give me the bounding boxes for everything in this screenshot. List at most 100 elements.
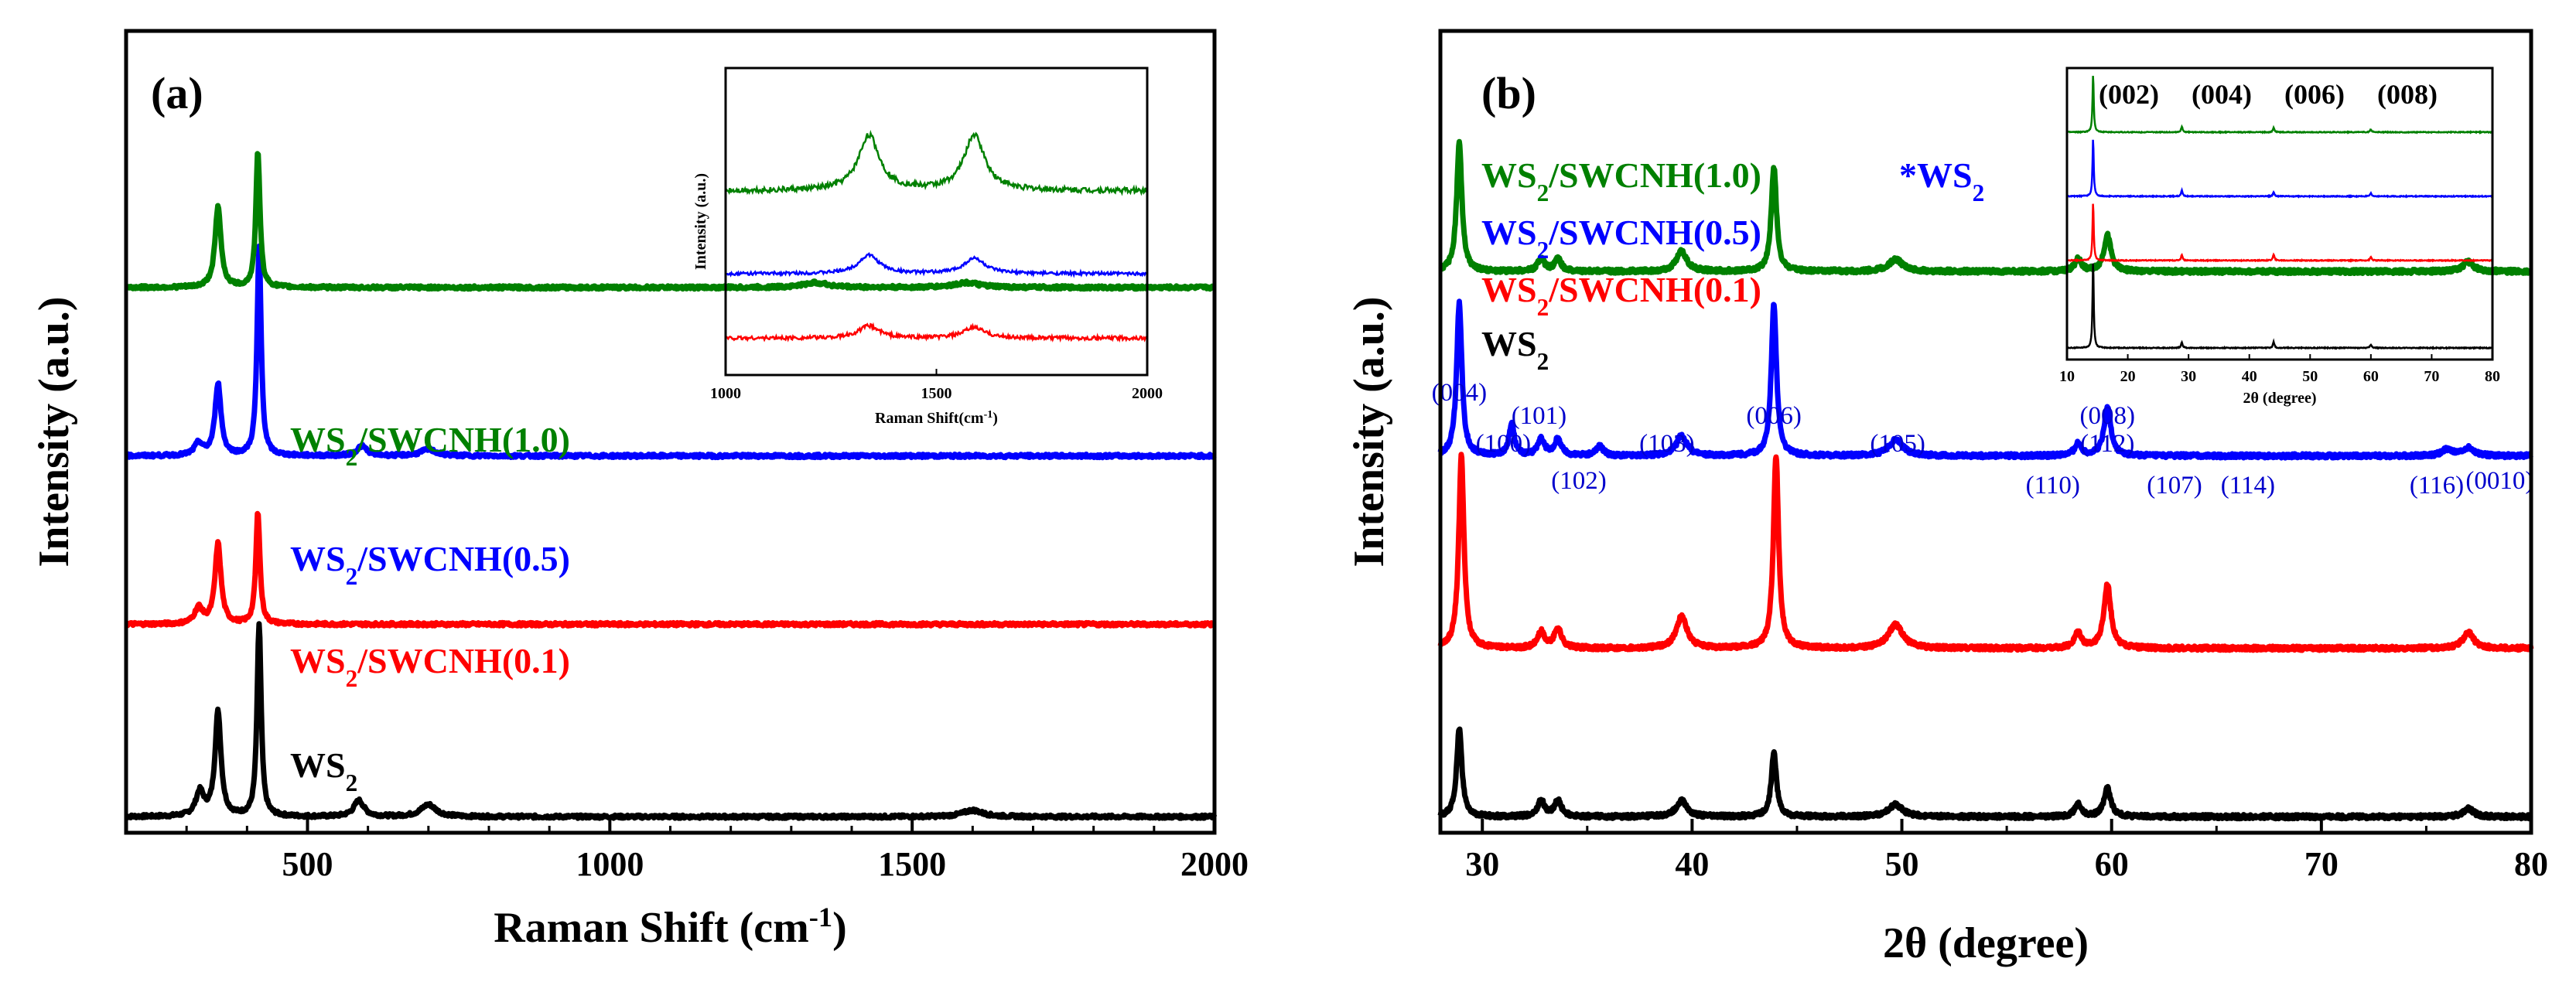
xrd-series-1 (1437, 452, 2534, 653)
xrd-inset-series-1 (2067, 139, 2492, 199)
xrd-inset-tick-label-6: 70 (2424, 368, 2439, 385)
raman-series-label-0: WS2 (290, 745, 357, 796)
xrd-peak-label-2: (100) (1476, 430, 1531, 458)
xrd-inset-series-2 (2066, 203, 2493, 263)
xrd-legend-1: WS2/SWCNH(0.5) (1481, 213, 1761, 264)
xrd-inset-tick-label-1: 20 (2120, 368, 2136, 385)
xrd-x-axis-title: 2θ (degree) (1883, 919, 2089, 967)
xrd-star-note-sub: 2 (1973, 179, 1985, 206)
xrd-legend-2-rest: /SWCNH(0.1) (1548, 270, 1761, 309)
panel-label-a: (a) (151, 68, 203, 118)
xrd-series-3 (1438, 138, 2533, 277)
xrd-legend-0-main: WS (1481, 155, 1537, 195)
xrd-inset-series-0 (2066, 76, 2493, 135)
raman-series-label-0-main: WS (290, 745, 346, 785)
xrd-x-tick-label-4: 70 (2304, 845, 2339, 883)
raman-series-label-3-main: WS (290, 420, 346, 459)
xrd-inset-tick-label-5: 60 (2363, 368, 2379, 385)
xrd-x-tick-label-5: 80 (2514, 845, 2548, 883)
y-axis-title: Intensity (a.u.) (30, 296, 78, 567)
xrd-series-2 (1437, 298, 2533, 461)
raman-series-1 (124, 510, 1217, 629)
raman-inset-x-title-base: Raman Shift(cm (875, 410, 984, 427)
xrd-inset-frame (2065, 66, 2494, 361)
xrd-legend-1-main: WS (1481, 213, 1537, 252)
xrd-x-tick-label-1: 40 (1675, 845, 1709, 883)
xrd-peak-label-11: (114) (2221, 472, 2275, 500)
x-tick-label-0: 500 (282, 845, 333, 883)
x-axis-title-base: Raman Shift (cm (494, 904, 809, 952)
xrd-peak-label-10: (107) (2147, 472, 2202, 500)
xrd-star-note-main: *WS (1899, 155, 1973, 195)
xrd-inset-tick-label-2: 30 (2181, 368, 2196, 385)
x-axis-title-close: ) (832, 904, 847, 952)
xrd-peak-label-1: (101) (1512, 402, 1566, 430)
xrd-legend-2-main: WS (1481, 270, 1537, 309)
x-axis-title: Raman Shift (cm-1) (494, 902, 847, 952)
xrd-legend-2-sub: 2 (1537, 294, 1549, 321)
raman-series-label-2-rest: /SWCNH(0.5) (357, 539, 570, 578)
raman-series-label-1-sub: 2 (346, 665, 358, 692)
xrd-legend-3-sub: 2 (1537, 348, 1549, 375)
xrd-legend-1-rest: /SWCNH(0.5) (1548, 213, 1761, 252)
xrd-inset-hkl-2: (006) (2284, 79, 2345, 110)
xrd-inset-tick-label-3: 40 (2242, 368, 2257, 385)
panel-b-frame (1438, 29, 2533, 835)
xrd-inset-tick-label-4: 50 (2302, 368, 2318, 385)
xrd-star-note: *WS2 (1899, 155, 1984, 206)
raman-inset-series-1 (725, 252, 1149, 278)
x-tick-label-2: 1500 (878, 845, 946, 883)
raman-inset-series-2 (724, 322, 1149, 343)
xrd-legend-0-rest: /SWCNH(1.0) (1548, 155, 1761, 195)
xrd-peak-label-7: (110) (2026, 472, 2080, 500)
xrd-inset-tick-label-0: 10 (2059, 368, 2075, 385)
panel-b: WS2/SWCNH(1.0)WS2/SWCNH(0.5)WS2/SWCNH(0.… (1345, 29, 2548, 967)
panel-label-b: (b) (1481, 68, 1536, 118)
xrd-x-tick-label-3: 60 (2095, 845, 2129, 883)
xrd-x-tick-label-2: 50 (1885, 845, 1919, 883)
xrd-peak-label-13: (0010) (2465, 467, 2533, 495)
raman-series-label-2-main: WS (290, 539, 346, 578)
x-axis-title-sup: -1 (809, 902, 832, 933)
xrd-legend-0-sub: 2 (1537, 179, 1549, 206)
raman-inset-series-0 (724, 129, 1148, 196)
xrd-peak-label-4: (103) (1639, 430, 1694, 458)
xrd-inset-hkl-0: (002) (2099, 79, 2159, 110)
raman-series-3 (124, 151, 1217, 292)
xrd-peak-label-8: (008) (2080, 402, 2135, 430)
raman-inset-x-title-sup: -1 (984, 409, 993, 421)
raman-series-label-2-sub: 2 (346, 563, 358, 590)
raman-inset-y-title: Intensity (a.u.) (692, 173, 709, 270)
raman-inset-tick-label-2: 2000 (1132, 385, 1163, 402)
xrd-peak-label-3: (102) (1551, 467, 1606, 495)
raman-series-label-3-rest: /SWCNH(1.0) (357, 420, 570, 459)
x-tick-label-1: 1000 (576, 845, 644, 883)
raman-series-2 (124, 243, 1217, 461)
xrd-series-0 (1437, 726, 2533, 822)
xrd-legend-2: WS2/SWCNH(0.1) (1481, 270, 1761, 321)
raman-series-label-3: WS2/SWCNH(1.0) (290, 420, 570, 471)
raman-series-label-3-sub: 2 (346, 444, 358, 471)
xrd-peak-label-5: (006) (1746, 402, 1801, 430)
xrd-legend-1-sub: 2 (1537, 237, 1549, 264)
raman-series-label-0-sub: 2 (346, 769, 358, 796)
raman-inset-x-title: Raman Shift(cm-1) (875, 409, 998, 428)
xrd-inset-series-3 (2066, 263, 2493, 350)
raman-inset-x-title-close: ) (992, 410, 998, 427)
xrd-y-axis-title: Intensity (a.u.) (1345, 296, 1393, 567)
xrd-inset-tick-label-7: 80 (2485, 368, 2500, 385)
raman-series-0 (124, 621, 1218, 821)
raman-series-label-1: WS2/SWCNH(0.1) (290, 641, 570, 692)
xrd-peak-label-12: (116) (2410, 472, 2464, 500)
panel-a: WS2WS2/SWCNH(0.1)WS2/SWCNH(0.5)WS2/SWCNH… (30, 29, 1249, 952)
x-tick-label-3: 2000 (1180, 845, 1249, 883)
xrd-legend-3: WS2 (1481, 324, 1549, 375)
xrd-inset-hkl-3: (008) (2377, 79, 2438, 110)
raman-inset-tick-label-1: 1500 (921, 385, 952, 402)
xrd-inset-x-title: 2θ (degree) (2243, 390, 2316, 407)
raman-series-label-1-main: WS (290, 641, 346, 680)
raman-inset-tick-label-0: 1000 (710, 385, 741, 402)
xrd-peak-label-9: (112) (2080, 430, 2134, 458)
raman-inset-frame (724, 66, 1149, 377)
